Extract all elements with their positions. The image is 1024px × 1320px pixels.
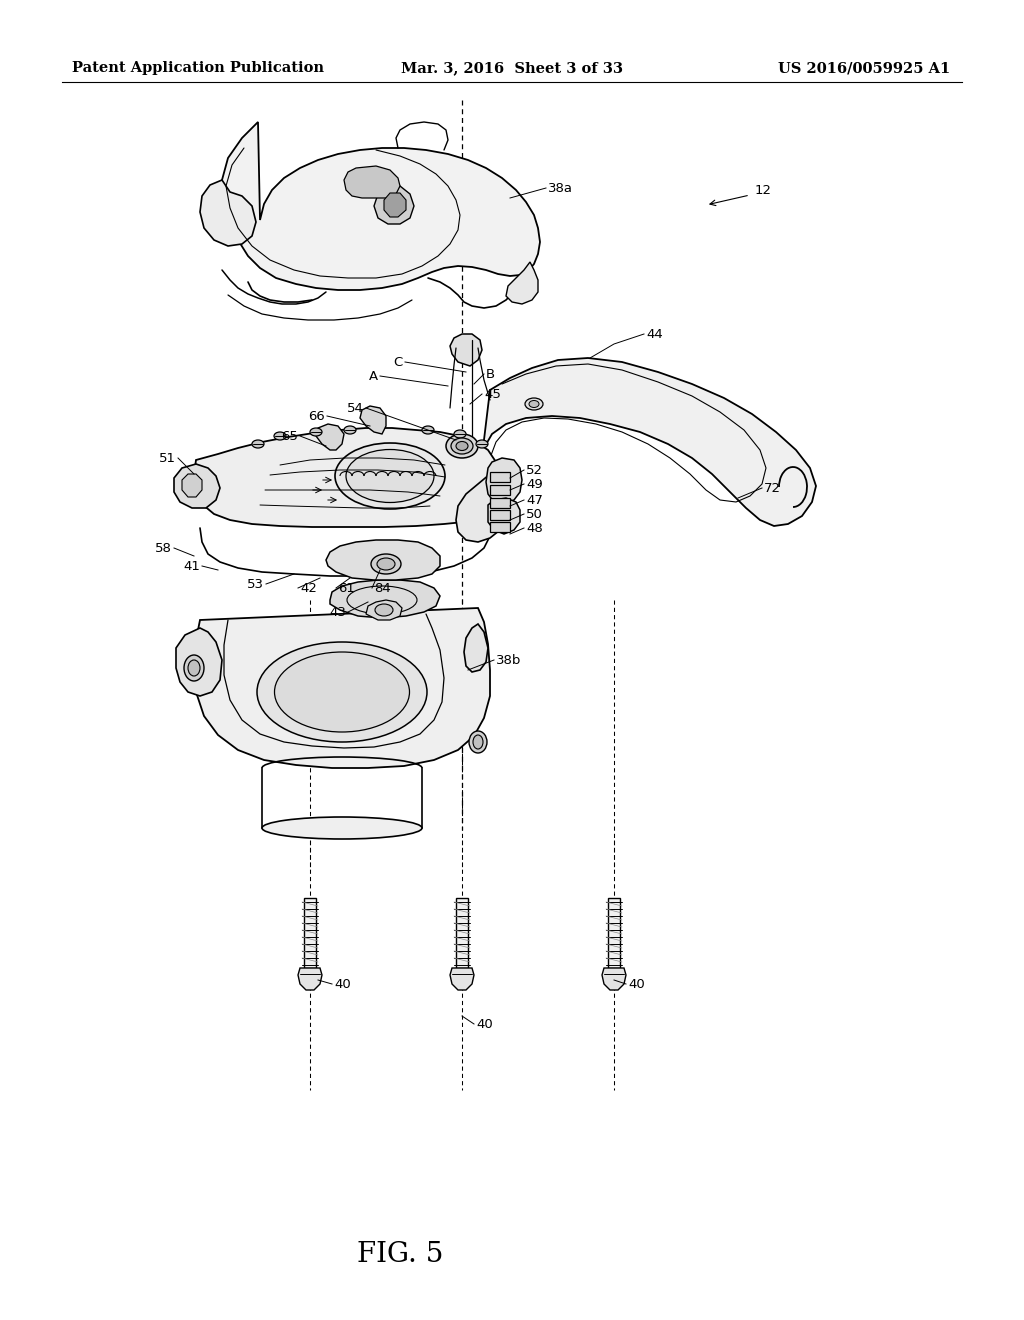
Ellipse shape [469, 731, 487, 752]
Polygon shape [464, 624, 488, 672]
Polygon shape [200, 180, 256, 246]
Text: 52: 52 [526, 463, 543, 477]
Ellipse shape [257, 642, 427, 742]
Text: 66: 66 [308, 409, 325, 422]
Polygon shape [477, 358, 816, 525]
Ellipse shape [262, 817, 422, 840]
Ellipse shape [188, 660, 200, 676]
Polygon shape [194, 428, 500, 527]
Polygon shape [316, 424, 344, 450]
Polygon shape [506, 261, 538, 304]
Text: 45: 45 [484, 388, 501, 400]
Polygon shape [608, 898, 620, 968]
Ellipse shape [454, 430, 466, 438]
Polygon shape [456, 474, 508, 543]
Text: 41: 41 [183, 560, 200, 573]
Polygon shape [490, 510, 510, 520]
Ellipse shape [375, 605, 393, 616]
Ellipse shape [252, 440, 264, 447]
Polygon shape [490, 498, 510, 508]
Ellipse shape [377, 558, 395, 570]
Text: 40: 40 [628, 978, 645, 990]
Text: 61: 61 [338, 582, 355, 594]
Text: 72: 72 [764, 482, 781, 495]
Text: 51: 51 [159, 451, 176, 465]
Ellipse shape [344, 426, 356, 434]
Ellipse shape [473, 735, 483, 748]
Ellipse shape [310, 428, 322, 436]
Ellipse shape [451, 438, 473, 454]
Text: 58: 58 [155, 541, 172, 554]
Polygon shape [366, 601, 402, 620]
Text: B: B [486, 367, 496, 380]
Text: 40: 40 [476, 1018, 493, 1031]
Polygon shape [450, 968, 474, 990]
Polygon shape [450, 334, 482, 366]
Polygon shape [182, 474, 202, 498]
Text: 47: 47 [526, 494, 543, 507]
Text: 38b: 38b [496, 653, 521, 667]
Polygon shape [602, 968, 626, 990]
Text: 53: 53 [247, 578, 264, 590]
Ellipse shape [184, 655, 204, 681]
Text: FIG. 5: FIG. 5 [356, 1242, 443, 1269]
Ellipse shape [371, 554, 401, 574]
Ellipse shape [335, 444, 445, 510]
Text: 54: 54 [347, 401, 364, 414]
Polygon shape [490, 484, 510, 495]
Text: 40: 40 [334, 978, 351, 990]
Ellipse shape [446, 434, 478, 458]
Text: 43: 43 [329, 606, 346, 619]
Polygon shape [384, 193, 406, 216]
Ellipse shape [525, 399, 543, 411]
Polygon shape [360, 407, 386, 434]
Text: C: C [394, 355, 403, 368]
Text: 12: 12 [755, 183, 772, 197]
Text: 38a: 38a [548, 181, 573, 194]
Polygon shape [488, 498, 520, 535]
Text: 48: 48 [526, 521, 543, 535]
Text: US 2016/0059925 A1: US 2016/0059925 A1 [778, 61, 950, 75]
Ellipse shape [422, 426, 434, 434]
Ellipse shape [274, 432, 286, 440]
Text: 44: 44 [646, 327, 663, 341]
Text: Mar. 3, 2016  Sheet 3 of 33: Mar. 3, 2016 Sheet 3 of 33 [401, 61, 623, 75]
Polygon shape [326, 540, 440, 579]
Polygon shape [374, 186, 414, 224]
Polygon shape [174, 465, 220, 508]
Text: A: A [369, 370, 378, 383]
Text: Patent Application Publication: Patent Application Publication [72, 61, 324, 75]
Polygon shape [222, 121, 540, 290]
Text: 49: 49 [526, 478, 543, 491]
Polygon shape [490, 473, 510, 482]
Polygon shape [490, 521, 510, 532]
Polygon shape [456, 898, 468, 968]
Ellipse shape [456, 441, 468, 450]
Ellipse shape [346, 450, 434, 503]
Polygon shape [176, 628, 222, 696]
Text: 65: 65 [282, 429, 298, 442]
Polygon shape [298, 968, 322, 990]
Ellipse shape [476, 440, 488, 447]
Polygon shape [304, 898, 316, 968]
Polygon shape [486, 458, 522, 504]
Text: 50: 50 [526, 507, 543, 520]
Ellipse shape [529, 400, 539, 408]
Polygon shape [344, 166, 400, 198]
Text: 84: 84 [374, 582, 391, 594]
Polygon shape [194, 609, 490, 768]
Text: 42: 42 [300, 582, 316, 594]
Polygon shape [330, 579, 440, 618]
Ellipse shape [274, 652, 410, 733]
